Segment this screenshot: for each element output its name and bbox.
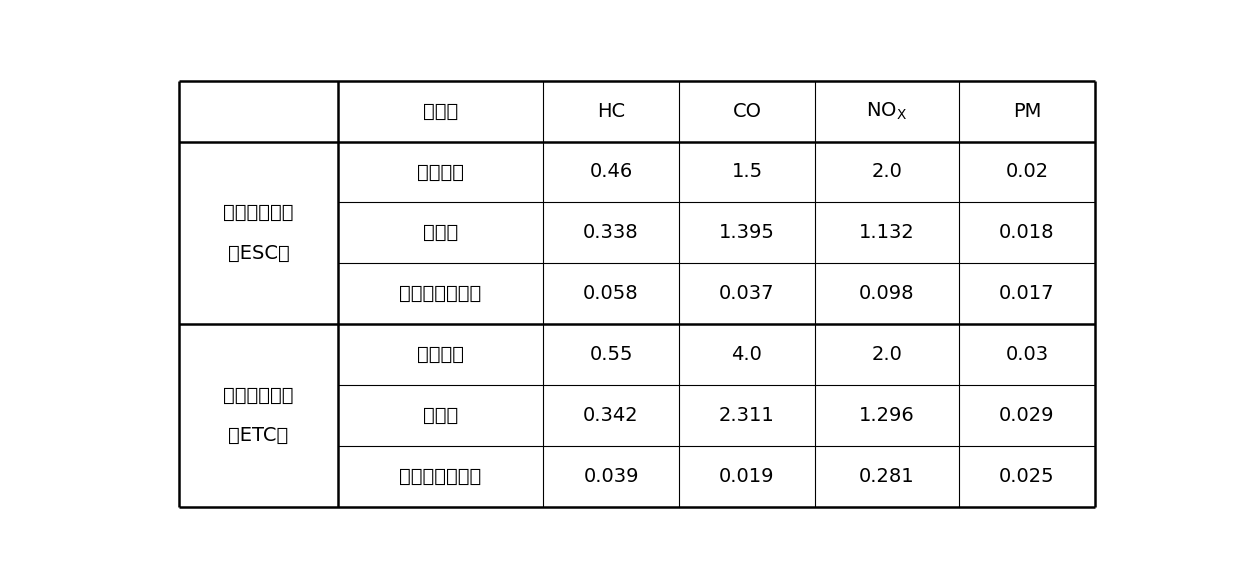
Text: 0.098: 0.098	[859, 284, 915, 303]
Text: 1.132: 1.132	[859, 223, 915, 242]
Text: 具体实施方式一: 具体实施方式一	[399, 284, 481, 303]
Text: 0.039: 0.039	[583, 467, 639, 486]
Text: 0.281: 0.281	[859, 467, 915, 486]
Text: 0.058: 0.058	[583, 284, 639, 303]
Text: 0.03: 0.03	[1006, 345, 1049, 364]
Text: 具体实施方式一: 具体实施方式一	[399, 467, 481, 486]
Text: 2.0: 2.0	[872, 162, 903, 182]
Text: 标准限值: 标准限值	[417, 162, 464, 182]
Text: 2.0: 2.0	[872, 345, 903, 364]
Text: 排放物: 排放物	[423, 102, 458, 121]
Text: 0.029: 0.029	[999, 406, 1055, 425]
Text: 0.02: 0.02	[1006, 162, 1049, 182]
Text: 1.395: 1.395	[719, 223, 775, 242]
Text: 1.5: 1.5	[732, 162, 763, 182]
Text: PM: PM	[1013, 102, 1042, 121]
Text: 0.018: 0.018	[999, 223, 1055, 242]
Text: 1.296: 1.296	[859, 406, 915, 425]
Text: 对比例: 对比例	[423, 406, 458, 425]
Text: NO$_\mathrm{X}$: NO$_\mathrm{X}$	[867, 101, 908, 122]
Text: 0.342: 0.342	[583, 406, 639, 425]
Text: 0.338: 0.338	[583, 223, 639, 242]
Text: （ESC）: （ESC）	[228, 243, 289, 262]
Text: 0.017: 0.017	[999, 284, 1055, 303]
Text: 0.025: 0.025	[999, 467, 1055, 486]
Text: CO: CO	[733, 102, 761, 121]
Text: 0.46: 0.46	[589, 162, 632, 182]
Text: 标准限值: 标准限值	[417, 345, 464, 364]
Text: （ETC）: （ETC）	[228, 426, 289, 445]
Text: 0.019: 0.019	[719, 467, 775, 486]
Text: 稳态测试循环: 稳态测试循环	[223, 203, 294, 222]
Text: HC: HC	[596, 102, 625, 121]
Text: 瞬态检测循环: 瞬态检测循环	[223, 386, 294, 405]
Text: 4.0: 4.0	[732, 345, 763, 364]
Text: 0.55: 0.55	[589, 345, 632, 364]
Text: 2.311: 2.311	[719, 406, 775, 425]
Text: 0.037: 0.037	[719, 284, 775, 303]
Text: 对比例: 对比例	[423, 223, 458, 242]
